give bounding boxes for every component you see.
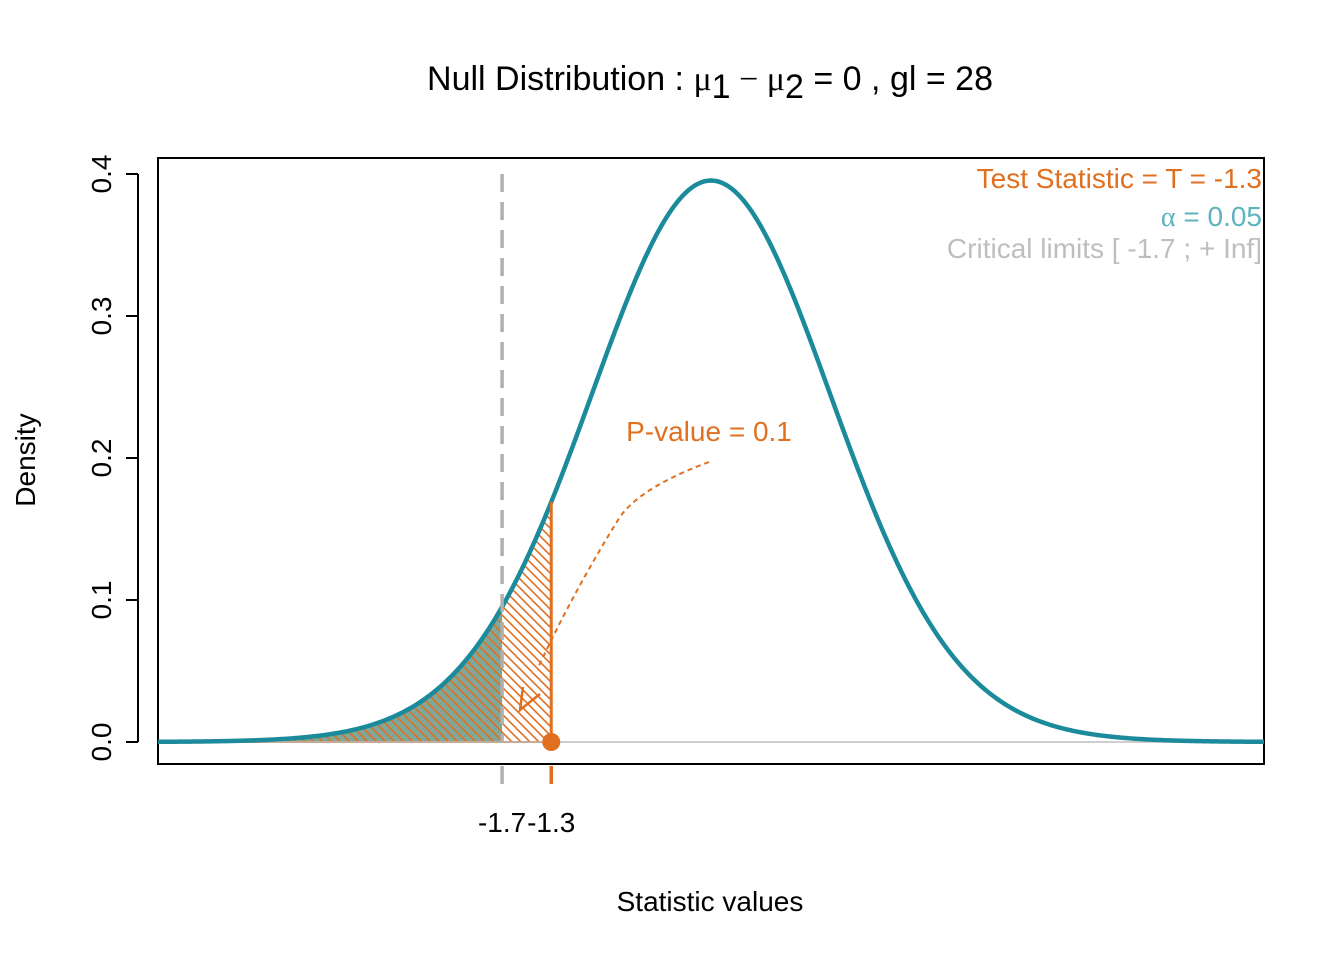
density-curve (158, 178, 1264, 745)
title-prefix: Null Distribution : (427, 60, 693, 98)
y-axis-label: Density (10, 413, 41, 506)
alpha-value: = 0.05 (1176, 201, 1262, 232)
x-axis-label: Statistic values (617, 886, 804, 917)
title-sub-2: 2 (785, 68, 804, 106)
p-value-label: P-value = 0.1 (626, 416, 792, 447)
alpha-label: α = 0.05 (1161, 201, 1262, 233)
y-tick-label: 0.0 (86, 723, 117, 762)
title-minus: − (731, 61, 767, 98)
chart-title: Null Distribution : μ1 − μ2 = 0 , gl = 2… (427, 60, 993, 106)
critical-limits-label: Critical limits [ -1.7 ; + Inf] (947, 233, 1262, 264)
title-sub-1: 1 (712, 68, 731, 106)
title-equals-zero: = 0 , (804, 60, 890, 98)
y-tick-label: 0.4 (86, 155, 117, 194)
title-mu-1: μ (693, 61, 711, 98)
test-statistic-label: Test Statistic = T = -1.3 (977, 163, 1262, 194)
title-mu-2: μ (767, 61, 785, 98)
p-value-hatch (158, 501, 552, 742)
test-statistic-point (542, 733, 561, 751)
x-mark-label: -1.7 (478, 807, 526, 838)
y-tick-label: 0.2 (86, 439, 117, 478)
alpha-symbol: α (1161, 202, 1176, 233)
plot-frame (157, 157, 1265, 765)
title-gl: gl (890, 60, 916, 98)
p-value-arrow (537, 461, 710, 669)
y-tick-label: 0.1 (86, 581, 117, 620)
y-tick-label: 0.3 (86, 297, 117, 336)
x-axis-marks: -1.7 -1.3 (478, 766, 575, 838)
title-gl-value: = 28 (916, 60, 993, 98)
p-value-arrowhead (518, 686, 541, 713)
x-mark-label: -1.3 (527, 807, 575, 838)
y-axis-ticks: 0.0 0.1 0.2 0.3 0.4 (86, 155, 138, 762)
